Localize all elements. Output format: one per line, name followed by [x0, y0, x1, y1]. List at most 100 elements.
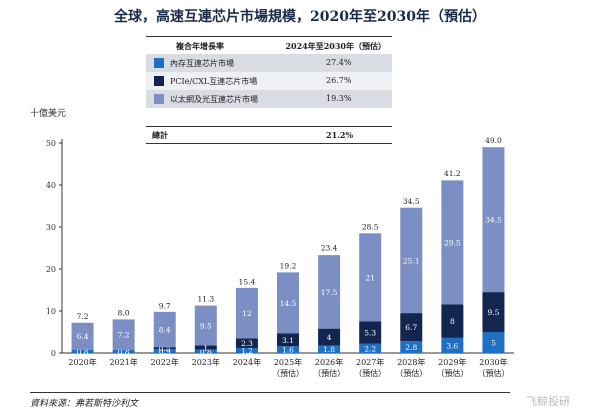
legend-cagr-memory: 27.4%: [326, 58, 352, 67]
bar-segment: [153, 311, 176, 348]
bar-segment: [318, 328, 341, 346]
x-tick-label: 2023年: [192, 357, 220, 367]
bar-total-label: 8.0: [118, 308, 130, 317]
y-tick-label: 30: [46, 223, 56, 232]
bar-segment-label: 1: [203, 344, 208, 353]
bar-segment-label: 8: [450, 317, 455, 326]
bar-segment-label: 6.4: [77, 332, 89, 341]
bar-total-label: 34.5: [403, 197, 420, 206]
bar-segment: [71, 349, 94, 353]
bar-total-label: 41.2: [444, 169, 461, 178]
legend-label-ethernet: 以太網及光互連芯片市場: [170, 95, 258, 104]
bar-segment: [153, 349, 176, 353]
bar-total-label: 9.7: [159, 301, 171, 310]
x-tick-label: 2028年: [397, 357, 425, 367]
x-tick-label: （預估）: [477, 368, 509, 378]
bar-segment-label: 17.5: [321, 288, 338, 297]
legend-cagr-pcie: 26.7%: [326, 76, 352, 85]
x-tick-label: 2020年: [68, 357, 96, 367]
bar-total-label: 7.2: [77, 312, 89, 321]
bar-segment: [277, 272, 299, 334]
legend-label-memory: 內存互連芯片市場: [170, 59, 234, 68]
x-tick-label: （預估）: [436, 368, 468, 378]
bar-segment: [400, 313, 423, 342]
bar-segment-label: 5.3: [364, 329, 376, 338]
bar-segment-label: 21: [365, 273, 375, 282]
bar-segment-label: 6.7: [405, 323, 417, 332]
bar-segment-label: 3.6: [446, 341, 458, 350]
bar-segment: [112, 349, 135, 353]
bar-segment-label: 0.8: [200, 347, 212, 356]
y-tick-label: 40: [46, 181, 56, 190]
bar-segment: [71, 322, 94, 350]
x-tick-label: 2025年: [274, 357, 302, 367]
legend-swatch-ethernet: [154, 94, 164, 104]
x-tick-label: （預估）: [313, 368, 345, 378]
bar-segment-label: 9.5: [200, 321, 212, 330]
bar-total-label: 23.4: [321, 244, 338, 253]
x-tick-label: 2029年: [438, 357, 466, 367]
bar-segment: [277, 346, 299, 353]
bar-segment: [277, 333, 299, 347]
bar-segment-label: 7.2: [118, 331, 130, 340]
bar-segment: [153, 347, 176, 350]
bar-segment-label: 3.1: [282, 336, 294, 345]
bar-segment: [400, 207, 423, 314]
bar-segment: [441, 337, 464, 353]
bar-segment-label: 1.6: [282, 346, 294, 355]
bar-segment: [359, 233, 382, 322]
bar-segment: [359, 343, 382, 353]
bar-segment-label: 4: [327, 333, 332, 342]
bar-segment-label: 12: [242, 309, 252, 318]
legend-header-right: 2024年至2030年（預估）: [285, 41, 386, 51]
bar-segment: [235, 347, 258, 353]
bar-segment: [482, 147, 505, 293]
y-tick-label: 0: [51, 349, 56, 358]
bar-segment: [441, 180, 464, 305]
bar-segment-label: 0.9: [159, 347, 171, 356]
y-axis-unit-label: 十億美元: [30, 109, 67, 119]
bar-total-label: 11.3: [197, 295, 214, 304]
legend-swatch-memory: [154, 58, 164, 68]
bar-segment-label: 5: [491, 339, 496, 348]
legend-total-label: 總計: [152, 130, 168, 140]
bar-total-label: 28.5: [362, 222, 379, 231]
bar-total-label: 19.2: [280, 261, 297, 270]
bar-segment: [112, 319, 135, 350]
bar-segment: [400, 341, 423, 353]
x-tick-label: 2024年: [233, 357, 261, 367]
chart-title: 全球，高速互連芯片市場規模，2020年至2030年（預估）: [114, 9, 486, 25]
bar-segment: [482, 332, 505, 353]
bar-segment: [318, 255, 341, 329]
bar-segment: [235, 287, 258, 339]
bar-segment: [482, 292, 505, 332]
x-tick-label: 2027年: [356, 357, 384, 367]
bar-segment-label: 0.8: [77, 347, 89, 356]
legend-label-pcie: PCIe/CXL互連芯片市場: [170, 77, 258, 86]
bar-segment-label: 25.1: [403, 256, 420, 265]
bar-total-label: 15.4: [239, 277, 256, 286]
bar-segment: [194, 349, 217, 353]
bar-segment-label: 2.2: [364, 344, 376, 353]
bar-segment: [235, 338, 258, 348]
bar-segment-label: 9.5: [487, 308, 499, 317]
x-tick-label: （預估）: [272, 368, 304, 378]
bar-segment-label: 34.5: [485, 216, 502, 225]
bar-segment-label: 14.5: [280, 299, 297, 308]
source-note: 資料來源：弗若斯特沙利文: [30, 399, 139, 409]
x-tick-label: 2026年: [315, 357, 343, 367]
y-tick-label: 20: [46, 265, 56, 274]
bar-segment: [359, 321, 382, 344]
x-tick-label: （預估）: [395, 368, 427, 378]
x-tick-label: （預估）: [354, 368, 386, 378]
legend-swatch-pcie: [154, 76, 164, 86]
bar-segment-label: 1.2: [241, 346, 253, 355]
bar-segment: [194, 305, 217, 346]
y-tick-label: 50: [46, 139, 56, 148]
watermark: 飞鲸投研: [526, 395, 570, 408]
legend-header-left: 複合年增長率: [176, 41, 224, 51]
bar-segment: [194, 345, 217, 350]
legend-total-value: 21.2%: [326, 130, 354, 140]
x-tick-label: 2021年: [109, 357, 137, 367]
bar-segment-label: 0.5: [159, 344, 171, 353]
